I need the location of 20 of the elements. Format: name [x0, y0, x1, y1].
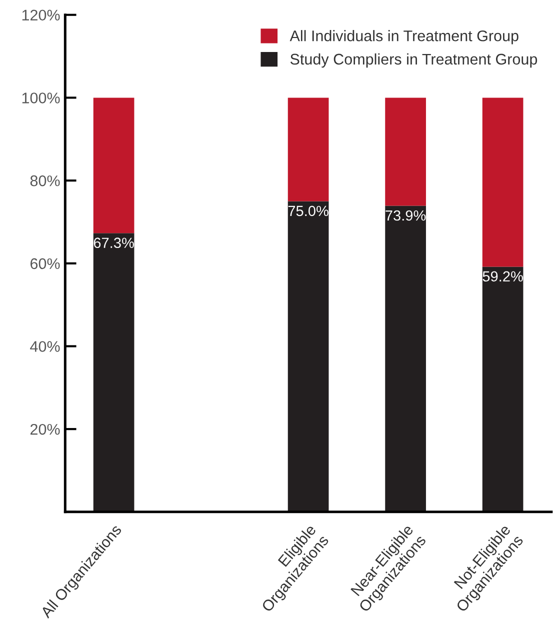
y-tick-label: 60% [30, 258, 60, 270]
data-label: 75.0% [288, 206, 328, 216]
legend-label: All Individuals in Treatment Group [290, 30, 518, 44]
y-tick-label: 40% [30, 341, 60, 352]
bar [385, 98, 426, 206]
data-label: 59.2% [482, 271, 523, 282]
bar [288, 98, 329, 202]
bar [288, 201, 329, 512]
y-tick-label: 120% [22, 10, 60, 21]
y-tick-label: 20% [30, 424, 60, 435]
bar [482, 266, 524, 512]
y-tick-label: 80% [30, 175, 60, 186]
bar [385, 206, 426, 512]
y-tick-label: 100% [22, 92, 60, 104]
data-label: 67.3% [94, 238, 134, 248]
bar [93, 233, 134, 512]
data-label: 73.9% [386, 210, 426, 221]
legend-label: Study Compliers in Treatment Group [290, 53, 538, 68]
bar [482, 98, 524, 267]
bar [93, 98, 134, 234]
